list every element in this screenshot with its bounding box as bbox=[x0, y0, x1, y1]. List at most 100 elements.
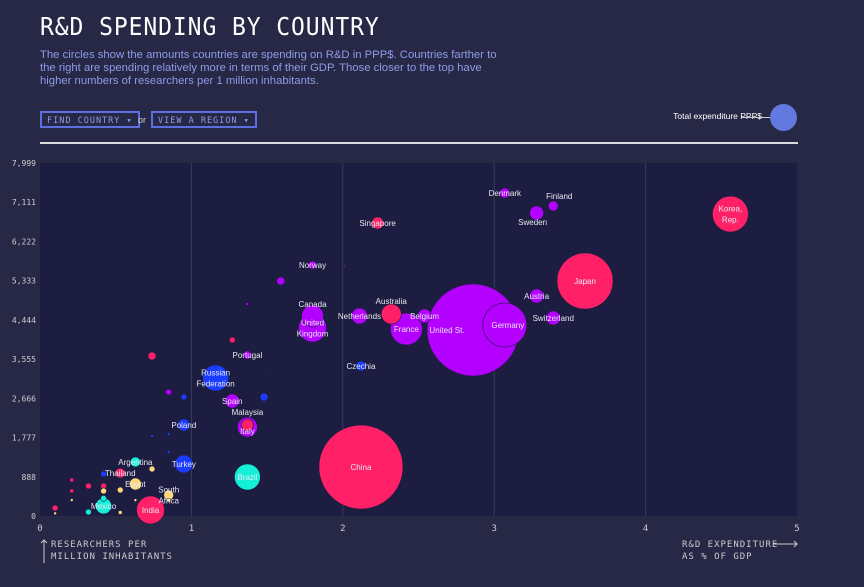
bubble-label: Sweden bbox=[518, 218, 547, 227]
bubble bbox=[148, 465, 156, 473]
bubble bbox=[114, 467, 126, 479]
bubble-label: Netherlands bbox=[338, 312, 381, 321]
bubble bbox=[234, 463, 261, 491]
arrow-up-icon bbox=[40, 539, 48, 563]
bubble bbox=[165, 388, 172, 396]
x-tick-label: 5 bbox=[794, 524, 799, 534]
bubble-label: Argentina bbox=[118, 458, 153, 467]
bubble-label: Portugal bbox=[233, 351, 263, 360]
bubble bbox=[228, 336, 236, 344]
y-tick-label: 1,777 bbox=[12, 434, 36, 443]
bubble bbox=[529, 205, 544, 221]
bubble bbox=[262, 368, 266, 372]
or-label: or bbox=[138, 115, 147, 125]
find-country-dropdown[interactable]: FIND COUNTRY ▾ bbox=[40, 111, 140, 128]
bubble bbox=[712, 195, 749, 233]
bubble bbox=[133, 498, 138, 502]
bubble bbox=[85, 508, 92, 516]
bubble-label: Korea, Rep. bbox=[719, 205, 743, 225]
bubble bbox=[69, 488, 75, 494]
y-tick-label: 0 bbox=[31, 512, 36, 521]
bubble-label: United St. bbox=[429, 326, 464, 335]
bubble bbox=[129, 477, 142, 491]
bubble-label: Russian Federation bbox=[196, 369, 234, 389]
bubble-label: Germany bbox=[491, 321, 524, 330]
bubble-label: Czechia bbox=[347, 362, 376, 371]
bubble-label: India bbox=[142, 506, 160, 515]
view-region-dropdown[interactable]: VIEW A REGION ▾ bbox=[151, 111, 257, 128]
bubble-label: Norway bbox=[299, 261, 326, 270]
bubble bbox=[69, 498, 74, 502]
bubble bbox=[100, 487, 107, 495]
bubble bbox=[85, 482, 92, 490]
bubble bbox=[355, 360, 367, 372]
bubble-label: Denmark bbox=[489, 189, 522, 198]
bubble-label: Canada bbox=[299, 300, 328, 309]
bubble bbox=[529, 288, 544, 304]
legend-line bbox=[742, 117, 772, 118]
y-tick-label: 2,666 bbox=[12, 394, 36, 403]
bubble-label: Turkey bbox=[172, 460, 196, 469]
bubble bbox=[482, 302, 528, 348]
bubble bbox=[343, 264, 346, 268]
divider bbox=[40, 142, 798, 144]
y-tick-label: 7,999 bbox=[12, 159, 36, 168]
y-tick-label: 4,444 bbox=[12, 316, 36, 325]
bubble-label: Mexico bbox=[91, 502, 117, 511]
bubble bbox=[166, 450, 171, 454]
bubble-label: Australia bbox=[376, 297, 408, 306]
bubble bbox=[166, 432, 171, 436]
description: The circles show the amounts countries a… bbox=[40, 49, 497, 87]
bubble bbox=[243, 350, 252, 360]
bubble-label: Malaysia bbox=[232, 408, 264, 417]
bubble-label: Italy bbox=[240, 427, 255, 436]
bubble bbox=[301, 304, 324, 328]
bubble bbox=[380, 303, 402, 325]
bubble bbox=[545, 310, 561, 326]
x-tick-label: 4 bbox=[643, 524, 648, 534]
legend-label: Total expenditure PPP$ bbox=[673, 111, 762, 121]
y-tick-label: 3,555 bbox=[12, 355, 36, 364]
x-tick-label: 2 bbox=[340, 524, 345, 534]
bubble-label: Egypt bbox=[125, 480, 146, 489]
bubble bbox=[130, 456, 141, 468]
bubble bbox=[69, 477, 75, 483]
bubble bbox=[499, 187, 511, 199]
bubble bbox=[116, 486, 124, 494]
arrow-right-icon bbox=[773, 540, 798, 548]
y-tick-label: 888 bbox=[22, 473, 37, 482]
bubble bbox=[136, 495, 165, 525]
x-axis-label: R&D EXPENDITURE AS % OF GDP bbox=[682, 540, 779, 562]
bubble-label: China bbox=[351, 463, 372, 472]
bubble-label: Austria bbox=[524, 292, 549, 301]
bubble-label: Poland bbox=[171, 421, 196, 430]
bubble bbox=[166, 497, 171, 503]
y-axis-label: RESEARCHERS PER MILLION INHABITANTS bbox=[40, 539, 191, 563]
bubble bbox=[51, 504, 59, 512]
bubble bbox=[241, 418, 254, 432]
bubble-label: Thailand bbox=[105, 469, 136, 478]
bubble bbox=[547, 200, 559, 212]
bubble bbox=[202, 364, 229, 392]
bubble-label: Brazil bbox=[237, 473, 257, 482]
bubble bbox=[100, 495, 107, 502]
x-tick-label: 0 bbox=[37, 524, 42, 534]
bubble bbox=[417, 308, 432, 324]
bubble bbox=[177, 418, 191, 432]
bubble bbox=[53, 511, 57, 516]
legend-circle bbox=[770, 104, 797, 131]
x-tick-label: 1 bbox=[189, 524, 194, 534]
bubble bbox=[318, 424, 404, 510]
y-tick-label: 7,111 bbox=[12, 198, 36, 207]
bubble bbox=[245, 302, 250, 306]
bubble bbox=[117, 510, 123, 515]
bubble bbox=[371, 216, 384, 230]
x-tick-label: 3 bbox=[491, 524, 496, 534]
bubble-label: Spain bbox=[222, 397, 242, 406]
y-tick-label: 6,222 bbox=[12, 237, 36, 246]
y-tick-label: 5,333 bbox=[12, 277, 36, 286]
bubble bbox=[174, 454, 194, 474]
bubble bbox=[259, 392, 269, 402]
page-title: R&D SPENDING BY COUNTRY bbox=[40, 12, 380, 41]
bubble-label: United Kingdom bbox=[297, 319, 329, 339]
